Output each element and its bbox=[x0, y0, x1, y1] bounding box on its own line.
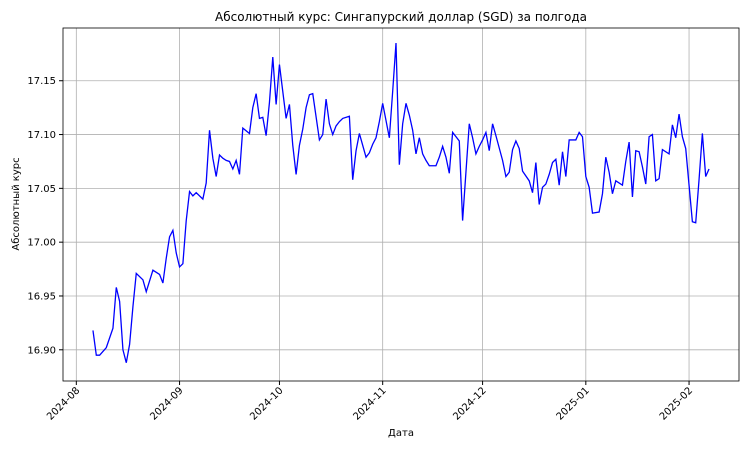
y-tick-label: 16.95 bbox=[27, 291, 56, 302]
x-tick-label: 2024-10 bbox=[248, 385, 285, 422]
x-tick-label: 2024-08 bbox=[45, 385, 82, 422]
y-tick-label: 17.10 bbox=[27, 130, 56, 141]
y-tick-label: 17.00 bbox=[27, 238, 56, 249]
data-line bbox=[92, 43, 710, 363]
y-tick-label: 16.90 bbox=[27, 345, 56, 356]
x-tick-label: 2024-11 bbox=[351, 385, 388, 422]
x-tick-label: 2024-12 bbox=[451, 385, 488, 422]
x-axis-label: Дата bbox=[388, 428, 414, 439]
plot-frame bbox=[62, 27, 740, 382]
y-tick-label: 17.15 bbox=[27, 76, 56, 87]
x-tick-label: 2025-02 bbox=[658, 385, 695, 422]
y-axis-label: Абсолютный курс bbox=[11, 157, 22, 250]
chart-title: Абсолютный курс: Сингапурский доллар (SG… bbox=[215, 10, 587, 24]
x-tick-label: 2025-01 bbox=[555, 385, 592, 422]
y-tick-label: 17.05 bbox=[27, 184, 56, 195]
x-tick-label: 2024-09 bbox=[148, 385, 185, 422]
